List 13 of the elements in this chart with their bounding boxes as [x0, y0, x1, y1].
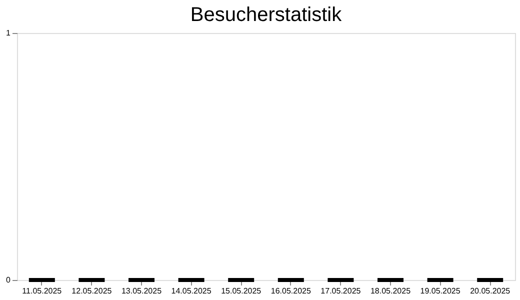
x-tick-label: 16.05.2025 [270, 286, 312, 296]
x-tick-label: 20.05.2025 [470, 286, 511, 296]
y-tick-label: 1 [6, 28, 12, 38]
x-tick-label: 14.05.2025 [171, 286, 212, 296]
x-tick-label: 17.05.2025 [320, 286, 362, 296]
chart-title: Besucherstatistik [190, 4, 343, 26]
x-tick-label: 12.05.2025 [72, 286, 112, 296]
x-tick-label: 13.05.2025 [121, 286, 162, 296]
x-tick-label: 19.05.2025 [420, 286, 461, 296]
x-tick-label: 11.05.2025 [22, 286, 62, 296]
y-tick-label: 0 [6, 276, 12, 284]
x-tick-label: 15.05.2025 [221, 286, 262, 296]
x-tick-label: 18.05.2025 [370, 286, 412, 296]
